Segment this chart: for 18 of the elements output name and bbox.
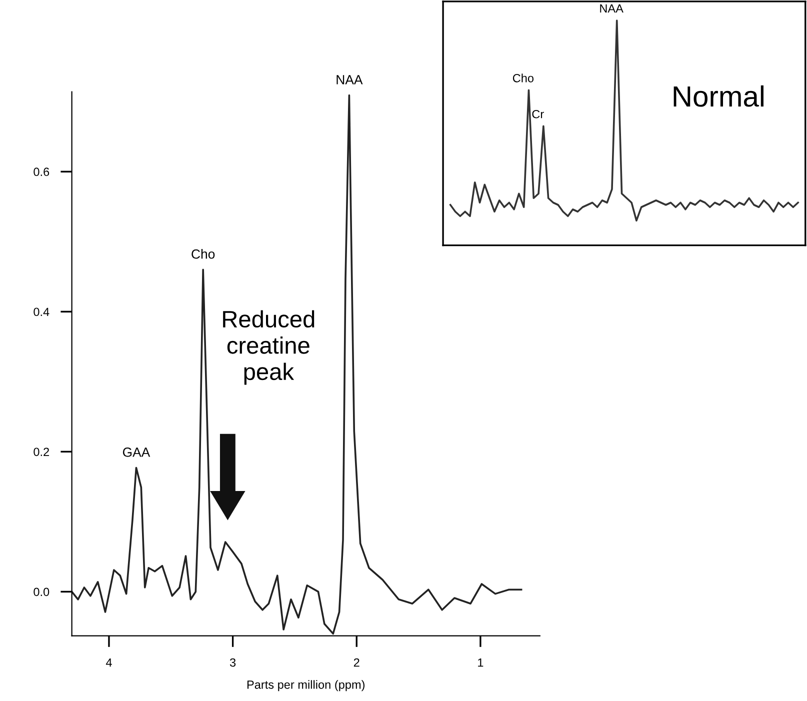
x-tick-label: 1 xyxy=(478,658,484,667)
annotation: Cr xyxy=(532,110,544,118)
x-tick-label: 3 xyxy=(230,658,236,667)
annotation: NAA xyxy=(336,75,363,84)
annotation: GAA xyxy=(122,448,150,457)
line-series xyxy=(72,94,522,635)
x-axis-title: Parts per million (ppm) xyxy=(247,680,364,692)
x-tick-label: 4 xyxy=(106,658,112,667)
y-tick-label: 0.2 xyxy=(34,448,50,456)
x-tick-label: 2 xyxy=(354,658,360,667)
y-tick-label: 0.6 xyxy=(34,168,50,176)
y-tick-label: 0.4 xyxy=(34,308,50,316)
y-tick-label: 0.0 xyxy=(34,588,50,596)
annotation: Normal xyxy=(674,85,764,107)
text: NAA xyxy=(600,4,624,13)
annotation: Cho xyxy=(512,74,534,82)
annotation: Cho xyxy=(192,249,215,259)
annotation: Reduced creatine peak xyxy=(223,310,314,385)
